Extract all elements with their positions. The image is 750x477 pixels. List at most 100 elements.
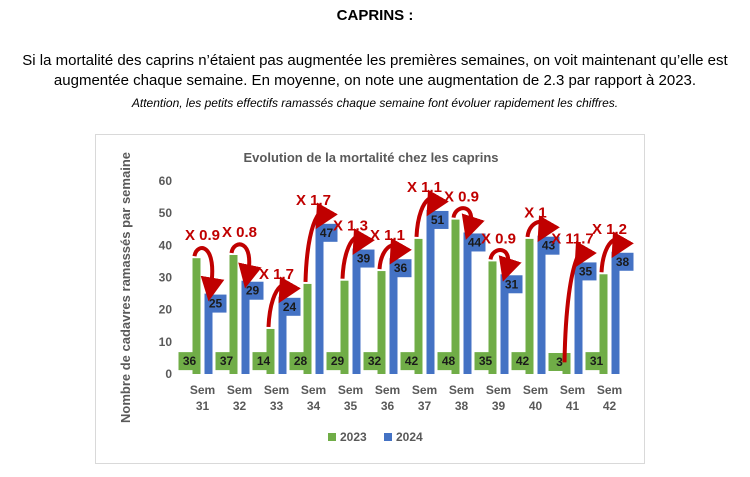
- data-label-bg-2023: [363, 352, 386, 371]
- x-tick-label: Sem: [264, 383, 289, 397]
- x-tick-label: Sem: [449, 383, 474, 397]
- bar-2023: [192, 258, 201, 374]
- data-label-2023: 32: [368, 354, 382, 368]
- data-label-2023: 42: [516, 354, 530, 368]
- caution-note: Attention, les petits effectifs ramassés…: [131, 96, 619, 110]
- data-label-bg-2023: [437, 352, 460, 371]
- x-tick-label: Sem: [486, 383, 511, 397]
- x-tick-label: Sem: [338, 383, 363, 397]
- data-label-2024: 44: [468, 235, 482, 249]
- x-tick-label: 33: [270, 399, 284, 413]
- data-label-bg-2023: [400, 352, 423, 371]
- change-arrow: [340, 228, 375, 279]
- data-label-bg-2023: [178, 352, 201, 371]
- bar-2024: [204, 293, 213, 374]
- bar-2024: [537, 235, 546, 374]
- y-axis-label: Nombre de cadavres ramassés par semaine: [118, 152, 133, 423]
- x-tick-label: 34: [307, 399, 321, 413]
- legend-swatch-2023: [328, 433, 336, 441]
- data-label-2024: 35: [579, 264, 593, 278]
- legend-label-2023: 2023: [340, 430, 367, 444]
- data-label-2023: 37: [220, 354, 234, 368]
- section-heading: CAPRINS :: [336, 7, 414, 24]
- y-tick-label: 40: [159, 238, 173, 252]
- bar-2023: [599, 274, 608, 374]
- multiplier-label: X 0.9: [185, 227, 220, 244]
- change-arrow: [266, 276, 301, 328]
- summary-line-2: augmentée chaque semaine. En moyenne, on…: [53, 72, 697, 89]
- data-label-bg-2023: [585, 352, 608, 371]
- y-tick-label: 30: [159, 271, 173, 285]
- data-label-2023: 48: [442, 354, 456, 368]
- data-label-2024: 39: [357, 252, 371, 266]
- x-tick-label: 40: [529, 399, 543, 413]
- bar-2024: [500, 274, 509, 374]
- data-label-2024: 31: [505, 277, 519, 291]
- data-label-2024: 51: [431, 213, 445, 227]
- y-tick-label: 20: [159, 303, 173, 317]
- data-label-2023: 31: [590, 354, 604, 368]
- y-tick-label: 0: [165, 367, 172, 381]
- chart-canvas: Evolution de la mortalité chez les capri…: [118, 150, 634, 444]
- data-label-2023: 3: [556, 355, 563, 369]
- data-label-2024: 29: [246, 284, 260, 298]
- x-tick-label: 38: [455, 399, 469, 413]
- x-tick-label: Sem: [301, 383, 326, 397]
- bar-2023: [414, 238, 423, 374]
- bar-2023: [488, 261, 497, 374]
- data-label-2024: 36: [394, 261, 408, 275]
- x-tick-label: Sem: [560, 383, 585, 397]
- bar-2024: [463, 232, 472, 374]
- bar-2023: [340, 280, 349, 374]
- bar-2024: [426, 209, 435, 374]
- bar-2024: [315, 222, 324, 374]
- bar-2023: [525, 238, 534, 374]
- multiplier-label: X 1.3: [333, 218, 368, 235]
- bar-2024: [611, 251, 620, 374]
- data-label-2024: 38: [616, 255, 630, 269]
- bar-2023: [303, 283, 312, 374]
- multiplier-label: X 0.9: [444, 189, 479, 206]
- chart-title: Evolution de la mortalité chez les capri…: [243, 150, 498, 165]
- change-arrow: [229, 242, 262, 289]
- data-label-bg-2023: [326, 352, 349, 371]
- multiplier-label: X 1.2: [592, 221, 627, 238]
- multiplier-label: X 1.7: [296, 192, 331, 209]
- bar-2023: [266, 328, 275, 374]
- bar-2024: [352, 248, 361, 374]
- data-label-2023: 28: [294, 354, 308, 368]
- bar-2024: [241, 280, 250, 374]
- data-label-bg-2023: [511, 352, 534, 371]
- x-tick-label: 37: [418, 399, 432, 413]
- legend-swatch-2024: [384, 433, 392, 441]
- data-label-2023: 42: [405, 354, 419, 368]
- data-label-bg-2023: [215, 352, 238, 371]
- data-label-2024: 24: [283, 300, 297, 314]
- data-label-2023: 35: [479, 354, 493, 368]
- y-tick-label: 10: [159, 335, 173, 349]
- multiplier-label: X 1.7: [259, 266, 294, 283]
- multiplier-label: X 1.1: [370, 227, 405, 244]
- x-tick-label: 41: [566, 399, 580, 413]
- change-arrow: [451, 206, 485, 240]
- data-label-bg-2023: [289, 352, 312, 371]
- bar-2024: [278, 296, 287, 374]
- change-arrow: [599, 231, 634, 273]
- change-arrow: [562, 241, 597, 363]
- data-label-2023: 29: [331, 354, 345, 368]
- change-arrow: [303, 202, 338, 282]
- bar-2023: [229, 254, 238, 374]
- x-tick-label: 35: [344, 399, 358, 413]
- data-label-2024: 43: [542, 239, 556, 253]
- x-tick-label: 39: [492, 399, 506, 413]
- y-tick-label: 60: [159, 174, 173, 188]
- data-label-2024: 25: [209, 297, 223, 311]
- data-label-2024: 47: [320, 226, 334, 240]
- change-arrow: [377, 237, 412, 270]
- x-tick-label: Sem: [412, 383, 437, 397]
- data-label-2023: 14: [257, 354, 271, 368]
- change-arrow: [414, 189, 449, 237]
- bar-2024: [574, 261, 583, 374]
- change-arrow: [525, 215, 560, 243]
- x-tick-label: 31: [196, 399, 210, 413]
